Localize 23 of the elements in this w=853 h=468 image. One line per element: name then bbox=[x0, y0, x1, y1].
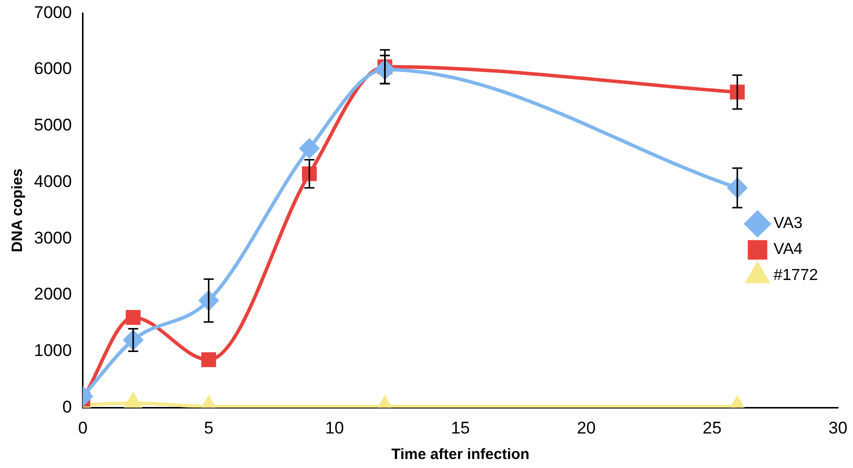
x-tick-label: 0 bbox=[78, 418, 88, 438]
y-tick-label: 6000 bbox=[34, 59, 72, 78]
point bbox=[201, 352, 216, 368]
y-tick-label: 4000 bbox=[34, 172, 72, 191]
x-tick-label: 30 bbox=[828, 418, 848, 438]
x-tick-label: 5 bbox=[204, 418, 214, 438]
y-tick-label: 0 bbox=[62, 397, 72, 416]
y-tick-label: 7000 bbox=[34, 2, 72, 22]
point bbox=[126, 310, 141, 325]
y-tick-label: 5000 bbox=[34, 116, 72, 135]
y-axis-title: DNA copies bbox=[9, 168, 26, 252]
x-tick-label: 15 bbox=[450, 418, 470, 438]
legend-label: VA4 bbox=[774, 241, 803, 258]
x-tick-label: 20 bbox=[576, 418, 596, 438]
x-axis-title: Time after infection bbox=[391, 446, 530, 464]
x-tick-label: 25 bbox=[702, 418, 722, 438]
y-tick-label: 3000 bbox=[34, 228, 72, 248]
legend-label: VA3 bbox=[774, 215, 803, 232]
y-tick-label: 1000 bbox=[34, 340, 72, 360]
y-tick-label: 2000 bbox=[34, 284, 72, 304]
legend-label: #1772 bbox=[774, 267, 818, 284]
x-tick-label: 10 bbox=[325, 418, 344, 438]
point bbox=[300, 138, 320, 158]
